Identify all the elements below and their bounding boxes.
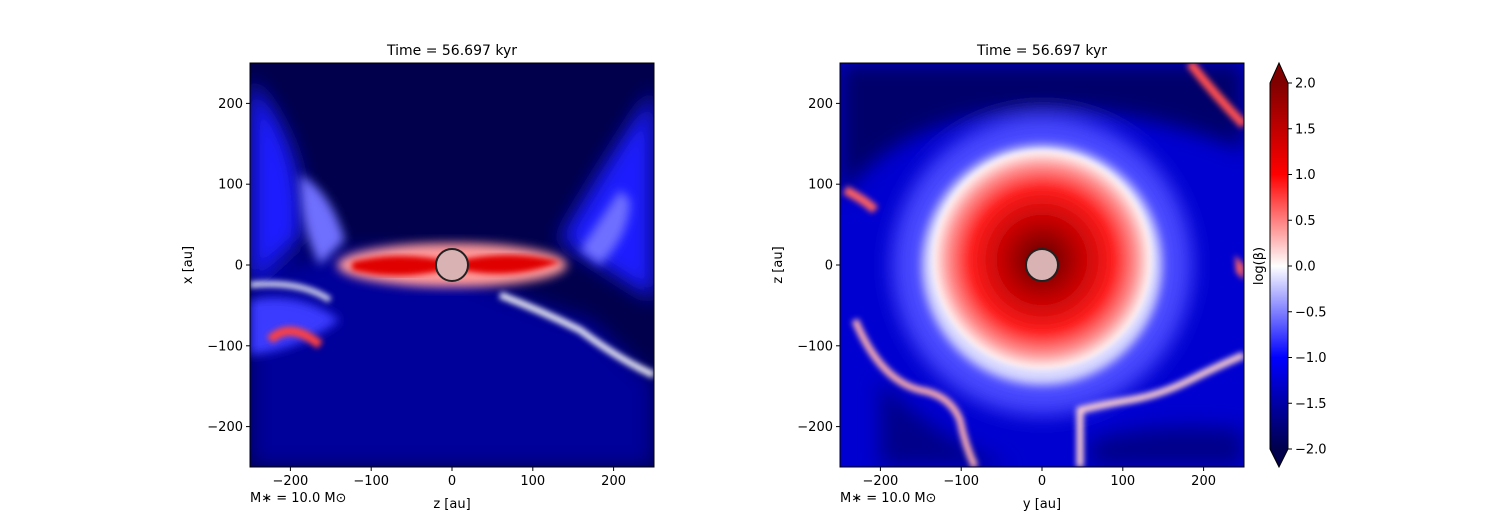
- colorbar-tick-label: 0.5: [1295, 214, 1316, 229]
- colorbar-ticks: −2.0 −1.5 −1.0 −0.5 0.0 0.5 1.0 1.5 2.0: [1288, 77, 1327, 458]
- y-tick-label: 200: [218, 97, 243, 112]
- y-tick-label: −200: [797, 420, 833, 435]
- x-axis-label: y [au]: [1023, 497, 1061, 512]
- colorbar-label: log(β): [1252, 247, 1267, 285]
- y-axis-ticks-right: −200 −100 0 100 200: [797, 97, 840, 435]
- colorbar: −2.0 −1.5 −1.0 −0.5 0.0 0.5 1.0 1.5 2.0 log(β): [1252, 61, 1327, 469]
- y-tick-label: 0: [825, 259, 833, 274]
- stellar-mass-annotation: M∗ = 10.0 M⊙: [250, 491, 346, 506]
- panel-left: Time = 56.697 kyr: [181, 43, 655, 512]
- y-tick-label: −100: [797, 339, 833, 354]
- x-tick-label: 100: [1110, 474, 1135, 489]
- colorbar-tick-label: 1.0: [1295, 168, 1316, 183]
- y-tick-label: −100: [207, 339, 243, 354]
- x-tick-label: −200: [273, 474, 309, 489]
- colorbar-tick-label: 2.0: [1295, 77, 1316, 92]
- y-tick-label: 100: [808, 178, 833, 193]
- colorbar-tick-label: −2.0: [1295, 443, 1327, 458]
- x-axis-ticks-left: −200 −100 0 100 200: [273, 467, 626, 489]
- chart-title: Time = 56.697 kyr: [386, 43, 517, 59]
- y-tick-label: −200: [207, 420, 243, 435]
- sink-particle-left: [435, 248, 469, 282]
- chart-title: Time = 56.697 kyr: [976, 43, 1107, 59]
- y-tick-label: 100: [218, 178, 243, 193]
- colorbar-tick-label: −0.5: [1295, 305, 1327, 320]
- colorbar-tick-label: −1.0: [1295, 351, 1327, 366]
- y-axis-label: z [au]: [771, 246, 786, 283]
- x-tick-label: 200: [601, 474, 626, 489]
- colorbar-bar: [1270, 83, 1288, 449]
- colorbar-extend-max: [1270, 63, 1288, 83]
- y-tick-label: 0: [235, 259, 243, 274]
- x-tick-label: −200: [863, 474, 899, 489]
- x-tick-label: 0: [448, 474, 456, 489]
- x-tick-label: −100: [353, 474, 389, 489]
- colorbar-tick-label: 0.0: [1295, 260, 1316, 275]
- stellar-mass-annotation: M∗ = 10.0 M⊙: [840, 491, 936, 506]
- y-axis-label: x [au]: [181, 246, 196, 284]
- x-axis-ticks-right: −200 −100 0 100 200: [863, 467, 1216, 489]
- colorbar-tick-label: −1.5: [1295, 397, 1327, 412]
- heatmap-right: [840, 63, 1244, 467]
- x-axis-label: z [au]: [433, 497, 470, 512]
- x-tick-label: 100: [520, 474, 545, 489]
- colorbar-extend-min: [1270, 449, 1288, 467]
- y-tick-label: 200: [808, 97, 833, 112]
- sink-particle-right: [1025, 248, 1059, 282]
- x-tick-label: 200: [1191, 474, 1216, 489]
- y-axis-ticks-left: −200 −100 0 100 200: [207, 97, 250, 435]
- x-tick-label: −100: [943, 474, 979, 489]
- colorbar-tick-label: 1.5: [1295, 122, 1316, 137]
- panel-right: Time = 56.697 kyr −200 −100 0: [771, 43, 1245, 512]
- accretion-streamers: [250, 281, 654, 379]
- face-on-filaments: [842, 63, 1244, 467]
- x-tick-label: 0: [1038, 474, 1046, 489]
